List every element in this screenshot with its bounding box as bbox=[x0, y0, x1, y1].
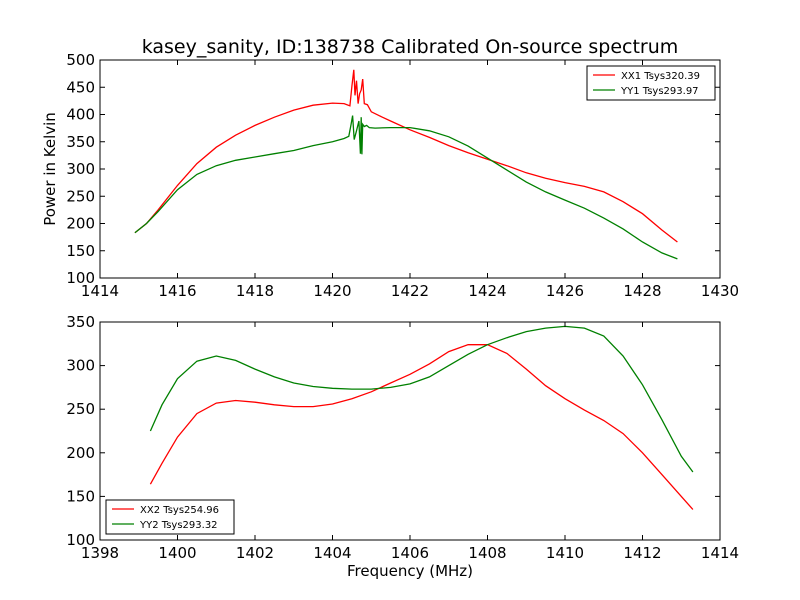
legend-label: YY1 Tsys293.97 bbox=[620, 86, 699, 97]
legend-label: YY2 Tsys293.32 bbox=[139, 520, 218, 531]
y-tick-label: 150 bbox=[66, 487, 95, 505]
y-tick-label: 500 bbox=[66, 51, 95, 69]
x-tick-label: 1424 bbox=[468, 282, 506, 300]
x-tick-label: 1414 bbox=[81, 282, 119, 300]
y-tick-label: 350 bbox=[66, 133, 95, 151]
legend-label: XX2 Tsys254.96 bbox=[140, 505, 219, 516]
x-tick-label: 1420 bbox=[313, 282, 351, 300]
figure-title: kasey_sanity, ID:138738 Calibrated On-so… bbox=[142, 36, 679, 58]
y-tick-label: 400 bbox=[66, 106, 95, 124]
x-tick-label: 1416 bbox=[158, 282, 196, 300]
x-tick-label: 1414 bbox=[701, 544, 739, 562]
legend: XX1 Tsys320.39 YY1 Tsys293.97 bbox=[586, 65, 716, 101]
x-tick-label: 1410 bbox=[546, 544, 584, 562]
series-line-2-2 bbox=[149, 325, 694, 473]
x-tick-label: 1400 bbox=[158, 544, 196, 562]
y-tick-label: 200 bbox=[66, 444, 95, 462]
x-tick-label: 1404 bbox=[313, 544, 351, 562]
x-tick-label: 1412 bbox=[623, 544, 661, 562]
y-tick-label: 250 bbox=[66, 400, 95, 418]
y-tick-label: 250 bbox=[66, 187, 95, 205]
y-tick-label: 300 bbox=[66, 357, 95, 375]
x-tick-label: 1428 bbox=[623, 282, 661, 300]
legend-box bbox=[586, 65, 716, 101]
series-line-1-2 bbox=[134, 115, 678, 260]
subplot-1: 1414 1416 1418 1420 1422 1424 1426 1428 1430 100 1… bbox=[41, 51, 739, 300]
y-tick-label: 450 bbox=[66, 78, 95, 96]
legend-label: XX1 Tsys320.39 bbox=[621, 71, 700, 82]
y-tick-label: 350 bbox=[66, 313, 95, 331]
x-tick-label: 1426 bbox=[546, 282, 584, 300]
legend: XX2 Tsys254.96 YY2 Tsys293.32 bbox=[105, 499, 235, 535]
y-axis-label: Power in Kelvin bbox=[41, 112, 59, 226]
y-tick-label: 100 bbox=[66, 531, 95, 549]
legend-box bbox=[105, 499, 235, 535]
x-axis-label: Frequency (MHz) bbox=[347, 562, 473, 580]
y-tick-label: 200 bbox=[66, 215, 95, 233]
x-tick-label: 1406 bbox=[391, 544, 429, 562]
series-line-2-1 bbox=[149, 344, 694, 510]
x-tick-label: 1418 bbox=[236, 282, 274, 300]
subplot-2: 1398 1400 1402 1404 1406 1408 1410 1412 1414 100 1… bbox=[66, 313, 739, 580]
series-line-1-1 bbox=[134, 69, 678, 243]
x-tick-label: 1398 bbox=[81, 544, 119, 562]
y-tick-label: 300 bbox=[66, 160, 95, 178]
y-tick-label: 100 bbox=[66, 269, 95, 287]
y-tick-label: 150 bbox=[66, 242, 95, 260]
x-tick-label: 1422 bbox=[391, 282, 429, 300]
x-tick-label: 1402 bbox=[236, 544, 274, 562]
x-tick-label: 1408 bbox=[468, 544, 506, 562]
x-tick-label: 1430 bbox=[701, 282, 739, 300]
